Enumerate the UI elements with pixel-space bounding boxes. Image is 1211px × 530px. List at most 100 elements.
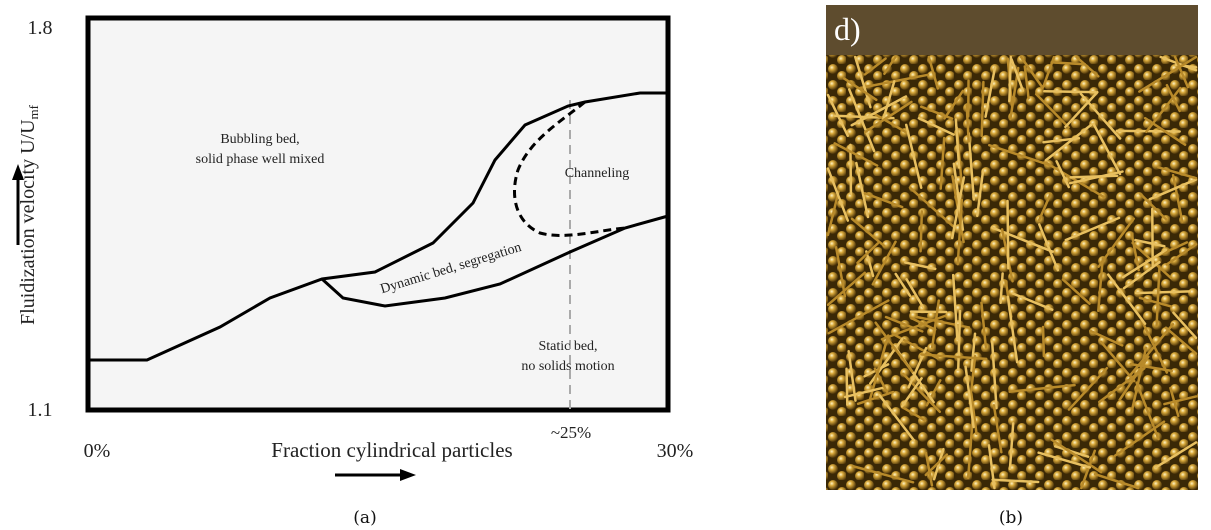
panel-b: d) (b) xyxy=(826,5,1198,528)
rod xyxy=(874,321,914,373)
rod xyxy=(900,377,923,408)
rod xyxy=(1008,383,1076,393)
rod xyxy=(1006,295,1019,364)
rod xyxy=(863,57,887,76)
rod xyxy=(1163,395,1198,406)
rod xyxy=(1064,216,1121,242)
y-title-text: Fluidization velocity U/U xyxy=(17,119,39,325)
rod xyxy=(970,332,977,372)
rod xyxy=(908,186,955,228)
rod xyxy=(1172,311,1198,340)
rod xyxy=(951,273,959,341)
rod xyxy=(1042,55,1056,88)
rod xyxy=(980,80,985,138)
caption: (a) xyxy=(353,508,376,528)
rod xyxy=(927,55,940,90)
x-arrow-head xyxy=(400,469,416,481)
rod xyxy=(871,240,897,286)
rod xyxy=(827,299,890,335)
rod xyxy=(924,451,934,487)
rod xyxy=(1092,122,1122,176)
rod xyxy=(1044,123,1093,162)
rod xyxy=(856,390,895,406)
x-marker-label: ~25% xyxy=(551,423,591,442)
rod xyxy=(1145,86,1182,134)
rod xyxy=(991,478,1040,484)
rod xyxy=(883,55,897,75)
rod xyxy=(1023,65,1030,100)
rod xyxy=(1069,174,1119,179)
region-label: no solids motion xyxy=(521,359,614,374)
rod xyxy=(1171,173,1184,223)
rod xyxy=(900,405,927,422)
rod xyxy=(1098,367,1146,404)
rod xyxy=(904,123,923,189)
rod xyxy=(1143,116,1187,146)
rod xyxy=(1050,61,1087,66)
rod xyxy=(932,447,945,481)
rod xyxy=(1157,166,1198,180)
rod xyxy=(834,245,847,298)
rod xyxy=(1134,290,1192,295)
rod xyxy=(1042,136,1081,144)
region-label: Bubbling bed, xyxy=(220,132,299,147)
rod xyxy=(873,367,889,393)
boundary-line xyxy=(320,214,669,308)
rod xyxy=(855,161,870,219)
y-top-label: 1.8 xyxy=(28,17,53,39)
rod xyxy=(919,105,954,120)
rod xyxy=(950,176,966,240)
x-right-label: 30% xyxy=(657,440,694,462)
rod xyxy=(1139,192,1168,221)
channeling-boundary xyxy=(513,100,626,237)
y-title: Fluidization velocity U/Umf xyxy=(17,104,41,325)
rod xyxy=(1075,55,1100,78)
rod xyxy=(850,95,908,127)
rod xyxy=(1113,420,1166,457)
rod xyxy=(1067,366,1109,411)
rod xyxy=(826,271,867,307)
rod xyxy=(905,278,925,309)
rod xyxy=(910,316,937,331)
rod xyxy=(984,66,997,118)
rod xyxy=(894,272,912,297)
region-label: Static bed, xyxy=(538,339,597,354)
rod xyxy=(1097,217,1135,268)
rod xyxy=(999,272,1004,305)
rod xyxy=(1061,278,1091,305)
rod xyxy=(1019,55,1044,89)
rod xyxy=(992,404,1003,454)
rod xyxy=(884,315,924,333)
rod xyxy=(904,261,937,271)
rods xyxy=(826,55,1198,490)
rod xyxy=(1006,199,1010,270)
rod xyxy=(1129,322,1175,377)
rod xyxy=(1010,58,1025,92)
rod xyxy=(964,365,975,429)
rod xyxy=(990,340,998,410)
rod xyxy=(1106,273,1147,326)
rod xyxy=(988,143,1052,167)
rod xyxy=(882,80,896,121)
rod xyxy=(1093,472,1140,490)
rod xyxy=(845,367,849,406)
rod xyxy=(843,385,889,399)
region-label: solid phase well mixed xyxy=(196,152,325,167)
rod xyxy=(943,89,965,120)
rod xyxy=(1089,329,1124,347)
y-arrow-head xyxy=(12,164,24,180)
caption: (b) xyxy=(999,508,1023,528)
rod xyxy=(878,393,916,442)
rod xyxy=(1064,90,1099,129)
rod xyxy=(917,117,955,136)
rod xyxy=(1118,355,1150,402)
rod xyxy=(826,167,850,222)
rod xyxy=(1134,238,1166,248)
rod xyxy=(1043,90,1097,94)
rod xyxy=(863,192,904,209)
rod xyxy=(920,353,988,361)
rod xyxy=(826,190,840,237)
rod xyxy=(1138,296,1173,308)
panel-a: 1.8 1.1 Fluidization velocity U/Umf 0% F… xyxy=(12,15,694,528)
